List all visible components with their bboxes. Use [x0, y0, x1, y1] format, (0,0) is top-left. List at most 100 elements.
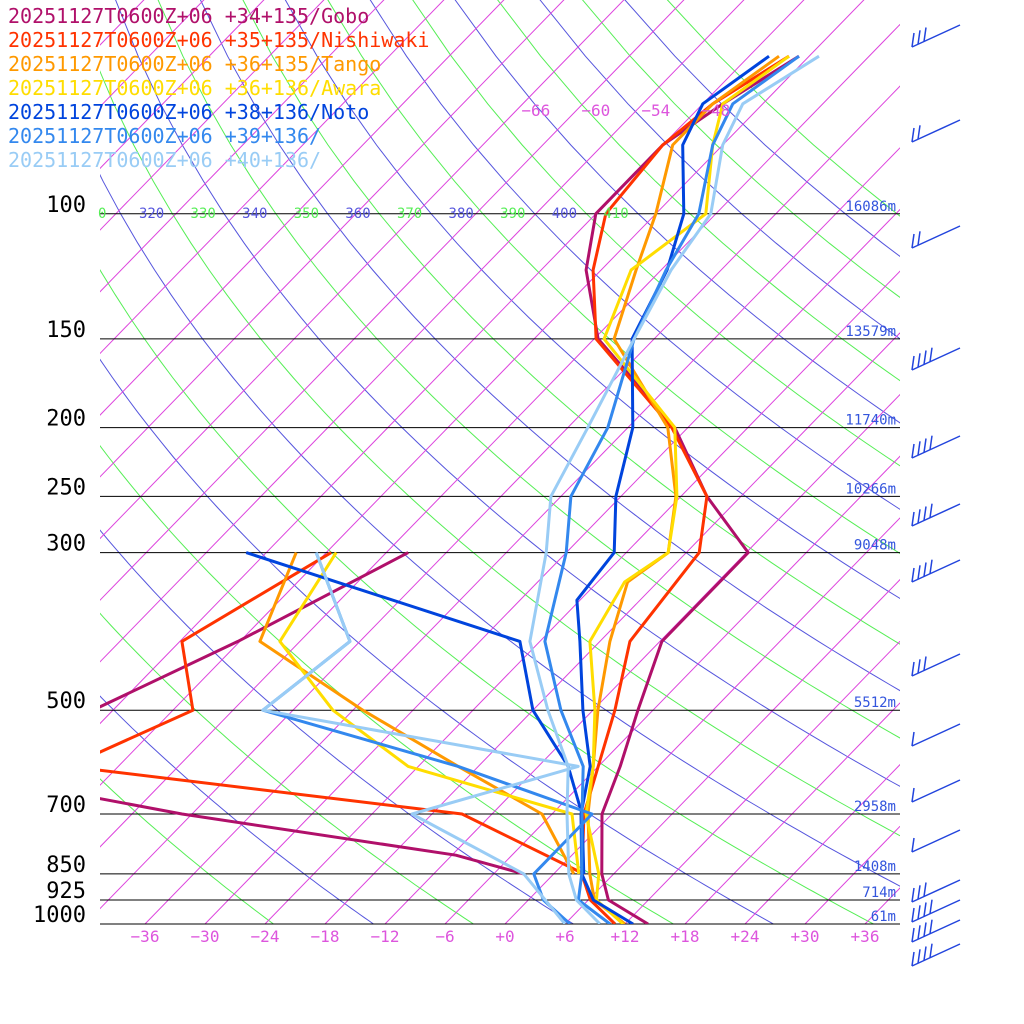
pressure-label: 200 [46, 407, 86, 432]
height-label: 9048m [854, 538, 896, 554]
isotherm-line [925, 0, 1024, 924]
pressure-label: 925 [46, 879, 86, 904]
wind-barb-flag [911, 837, 915, 853]
wind-barb [911, 24, 961, 48]
wind-barb-flag [911, 567, 915, 583]
wind-barb-flag [911, 355, 915, 371]
theta-label: 350 [294, 206, 319, 222]
wind-barb-flag [923, 922, 927, 937]
wind-barbs [911, 24, 961, 967]
isotherm-line [744, 763, 900, 924]
wind-barb-flag [917, 565, 921, 580]
wind-barb-staff [911, 919, 961, 943]
wind-barb [911, 943, 961, 967]
pressure-label: 1000 [33, 903, 86, 928]
height-label: 2958m [854, 799, 896, 815]
theta-line-370 [242, 0, 900, 645]
theta-line-290 [100, 444, 675, 924]
theta-line-350 [157, 0, 900, 739]
wind-barb-flag [923, 506, 927, 521]
temperature-tick-label: +36 [851, 927, 880, 946]
theta-line-420 [454, 0, 900, 424]
dewpoint-line-0 [100, 551, 525, 876]
height-label: 16086m [845, 199, 896, 215]
theta-line-400 [369, 0, 900, 510]
dewpoint-line-6 [261, 552, 580, 924]
wind-barb [911, 119, 961, 143]
theta-label: 390 [500, 206, 525, 222]
wind-barb-flag [923, 656, 927, 671]
isotherm-line [985, 0, 1024, 924]
height-label: 61m [871, 909, 896, 925]
theta-line-410 [412, 0, 900, 467]
isotherm-line [100, 0, 265, 170]
wind-barb-flag [917, 659, 921, 674]
wind-barb [911, 435, 961, 459]
wind-barb-flag [911, 787, 915, 803]
wind-barb-flag [911, 887, 915, 903]
pressure-label: 500 [46, 689, 86, 714]
height-label: 714m [862, 885, 896, 901]
legend-entry: 20251127T0600Z+06 +40+136/ [8, 148, 321, 172]
temperature-line-4 [575, 54, 770, 924]
temperature-tick-label: −24 [251, 927, 280, 946]
height-label: 1408m [854, 859, 896, 875]
theta-label: 320 [139, 206, 164, 222]
pressure-label: 250 [46, 475, 86, 500]
isotherm-line [100, 0, 385, 293]
wind-barb-staff [911, 24, 961, 48]
wind-barb [911, 503, 961, 527]
isotherm-line [444, 455, 900, 924]
theta-line-430 [497, 0, 900, 382]
wind-barb-flag [917, 509, 921, 524]
upper-temperature-label: −54 [641, 101, 670, 120]
wind-barb [911, 653, 961, 677]
theta-line-270 [100, 612, 475, 924]
wind-barb-flag [917, 949, 921, 964]
wind-barb-flag [929, 943, 933, 958]
temperature-tick-label: −18 [311, 927, 340, 946]
temperature-tick-label: +12 [611, 927, 640, 946]
sounding-profiles [100, 54, 820, 924]
wind-barb-flag [911, 951, 915, 967]
wind-barb-staff [911, 943, 961, 967]
wind-barb [911, 723, 961, 747]
height-label: 13579m [845, 324, 896, 340]
pressure-label: 850 [46, 853, 86, 878]
wind-barb-flag [917, 885, 921, 900]
wind-barb-flag [923, 946, 927, 961]
pressure-label: 150 [46, 318, 86, 343]
isotherm-line [504, 517, 900, 924]
temperature-tick-label: −30 [191, 927, 220, 946]
theta-line-310 [100, 268, 875, 924]
wind-barb-flag [911, 907, 915, 923]
wind-barb-flag [923, 882, 927, 897]
theta-line-250 [100, 778, 275, 924]
wind-barb-flag [923, 562, 927, 577]
theta-line-330 [100, 70, 900, 837]
theta-label: 330 [191, 206, 216, 222]
theta-line-440 [539, 0, 900, 340]
height-label: 10266m [845, 481, 896, 497]
theta-line-450 [581, 0, 900, 299]
dewpoint-line-2 [258, 552, 576, 875]
upper-temperature-label: −48 [701, 101, 730, 120]
temperature-tick-label: −6 [435, 927, 454, 946]
temperature-tick-label: +6 [555, 927, 574, 946]
upper-temperature-label: −66 [521, 101, 550, 120]
wind-barb [911, 559, 961, 583]
wind-barb-staff [911, 653, 961, 677]
isotherm-line [684, 702, 900, 924]
temperature-line-5 [543, 54, 800, 924]
wind-barb-flag [923, 350, 927, 365]
wind-barb-flag [911, 661, 915, 677]
wind-barb-staff [911, 779, 961, 803]
wind-barb-flag [911, 127, 915, 143]
wind-barb-flag [911, 32, 915, 48]
isotherm-line [804, 825, 900, 924]
isotherm-line [100, 0, 505, 416]
wind-barb-flag [917, 30, 921, 45]
temperature-tick-label: −12 [371, 927, 400, 946]
theta-line-320 [100, 173, 900, 887]
temperature-tick-label: +0 [495, 927, 514, 946]
